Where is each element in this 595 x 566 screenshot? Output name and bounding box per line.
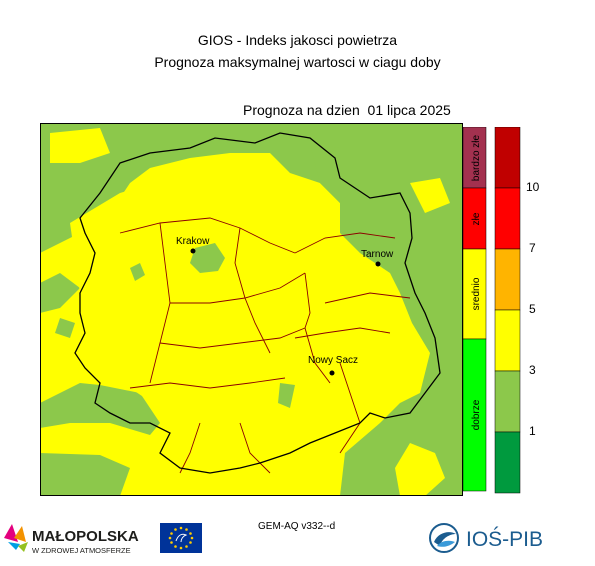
- scale-bin-3: [494, 309, 521, 372]
- scale-bin-1: [494, 431, 521, 494]
- category-label-dobrze: dobrze: [471, 399, 482, 430]
- eu-flag-icon: [160, 523, 202, 553]
- ios-pib-logo-icon: IOŚ-PIB: [429, 523, 543, 553]
- map-subtitle: Prognoza maksymalnej wartosci w ciagu do…: [154, 54, 441, 70]
- city-label-nowy-sacz: Nowy Sacz: [308, 355, 358, 366]
- malopolska-logo-icon: MAŁOPOLSKA W ZDROWEJ ATMOSFERZE: [4, 524, 139, 555]
- city-tarnow: Tarnow: [361, 249, 394, 267]
- good-pockets: [130, 243, 295, 408]
- map-title: GIOS - Indeks jakosci powietrza: [197, 32, 398, 48]
- voivodeship-border: [74, 132, 441, 474]
- category-dobrze: [463, 338, 487, 492]
- scale-bin-2: [494, 370, 521, 433]
- scale-bar: [494, 127, 521, 494]
- city-label-tarnow: Tarnow: [361, 249, 394, 260]
- malopolska-name: MAŁOPOLSKA: [32, 528, 139, 545]
- county-borders: [119, 217, 411, 474]
- scale-bin-6: [494, 127, 521, 189]
- level-1: 1: [529, 424, 536, 438]
- forecast-date: Prognoza na dzien 01 lipca 2025: [243, 102, 451, 118]
- forecast-map: Krakow Tarnow Nowy Sacz: [40, 123, 463, 496]
- category-label-bardzo-zle: bardzo złe: [471, 134, 482, 181]
- eu-stars: [168, 526, 194, 550]
- scale-bin-5: [494, 187, 521, 250]
- city-krakow: Krakow: [176, 236, 210, 254]
- level-3: 3: [529, 363, 536, 377]
- ios-pib-name: IOŚ-PIB: [466, 527, 543, 551]
- malopolska-slogan: W ZDROWEJ ATMOSFERZE: [32, 546, 131, 555]
- city-nowy-sacz: Nowy Sacz: [308, 355, 358, 376]
- level-5: 5: [529, 302, 536, 316]
- category-label-srednio: srednio: [471, 277, 482, 310]
- malopolska-mark: [4, 524, 28, 552]
- level-10: 10: [526, 180, 540, 194]
- category-label-zle: złe: [471, 212, 482, 225]
- scale-levels: 10 7 5 3 1: [526, 180, 540, 438]
- model-version: GEM-AQ v332--d: [258, 521, 336, 532]
- scale-bin-4: [494, 248, 521, 311]
- level-7: 7: [529, 241, 536, 255]
- city-label-krakow: Krakow: [176, 236, 210, 247]
- aqi-legend: bardzo złe złe srednio dobrze 10 7 5 3 1: [463, 127, 540, 494]
- moderate-zone: [50, 128, 450, 496]
- category-bar: bardzo złe złe srednio dobrze: [463, 127, 487, 492]
- map-frame: [40, 123, 463, 496]
